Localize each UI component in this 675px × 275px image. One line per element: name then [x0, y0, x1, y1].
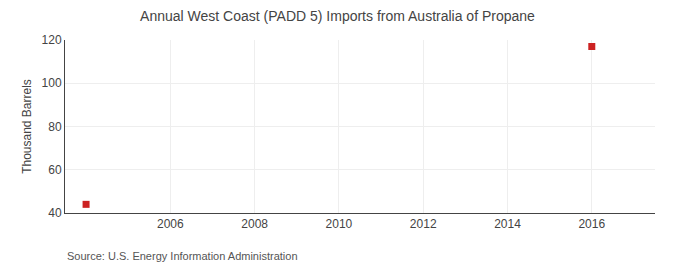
svg-text:Thousand Barrels: Thousand Barrels — [20, 79, 34, 174]
svg-text:2010: 2010 — [326, 217, 353, 231]
svg-text:2014: 2014 — [494, 217, 521, 231]
svg-text:60: 60 — [48, 163, 62, 177]
svg-text:100: 100 — [42, 76, 62, 90]
svg-text:120: 120 — [42, 33, 62, 47]
svg-text:80: 80 — [48, 120, 62, 134]
svg-text:2008: 2008 — [241, 217, 268, 231]
svg-text:2012: 2012 — [410, 217, 437, 231]
svg-text:2016: 2016 — [578, 217, 605, 231]
svg-text:Source: U.S. Energy Informatio: Source: U.S. Energy Information Administ… — [67, 250, 298, 262]
svg-text:2006: 2006 — [157, 217, 184, 231]
svg-text:Annual West Coast (PADD 5) Imp: Annual West Coast (PADD 5) Imports from … — [140, 8, 535, 24]
svg-text:40: 40 — [48, 206, 62, 220]
